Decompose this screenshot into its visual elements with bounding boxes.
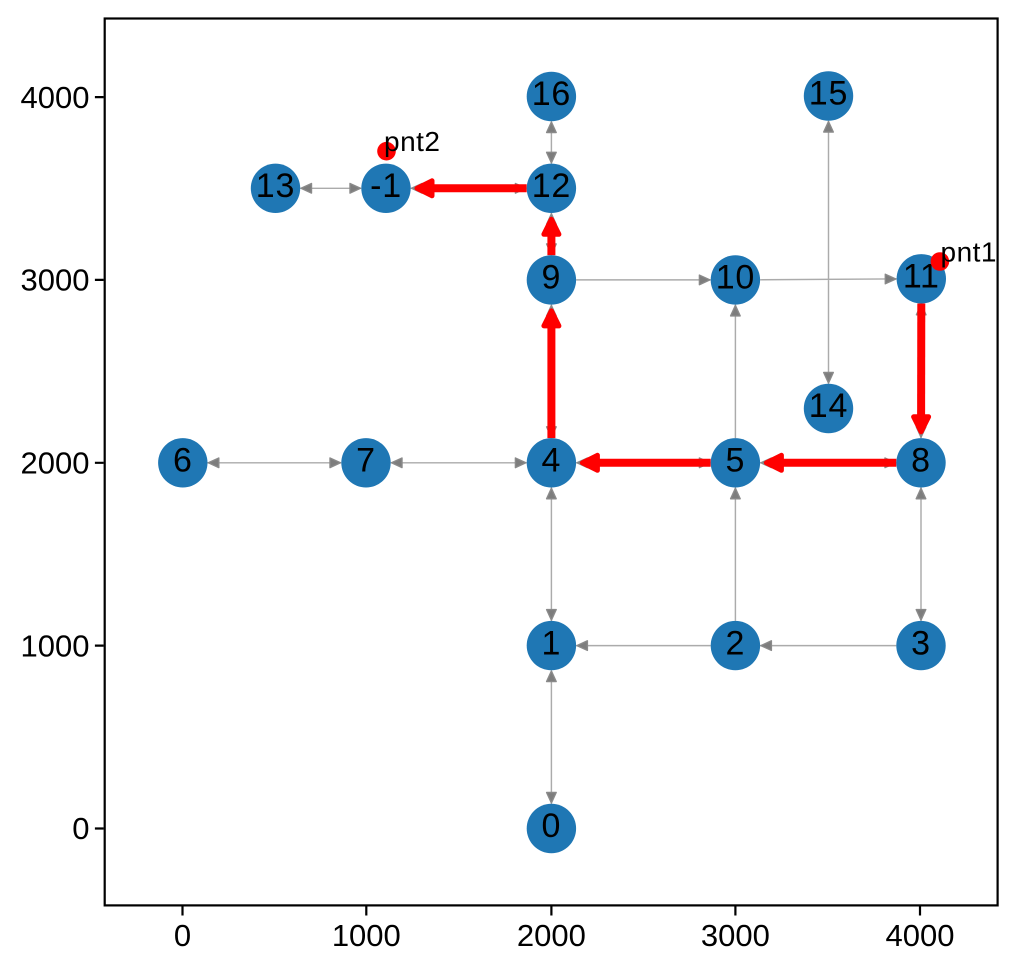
svg-text:10: 10 — [716, 259, 755, 297]
svg-text:15: 15 — [809, 75, 848, 113]
svg-text:5: 5 — [726, 442, 746, 480]
svg-text:8: 8 — [911, 442, 931, 480]
svg-text:3000: 3000 — [701, 918, 770, 953]
svg-text:0: 0 — [542, 807, 562, 845]
svg-text:pnt1: pnt1 — [941, 236, 998, 267]
svg-text:0: 0 — [174, 918, 191, 953]
svg-text:9: 9 — [542, 259, 562, 297]
svg-text:16: 16 — [532, 75, 571, 113]
svg-text:14: 14 — [809, 387, 848, 425]
svg-text:0: 0 — [72, 811, 89, 846]
svg-text:pnt2: pnt2 — [384, 126, 441, 157]
svg-text:4000: 4000 — [886, 918, 955, 953]
svg-text:1000: 1000 — [21, 628, 90, 663]
svg-text:3: 3 — [911, 624, 931, 662]
svg-text:7: 7 — [356, 442, 376, 480]
svg-text:2000: 2000 — [517, 918, 586, 953]
svg-text:3000: 3000 — [21, 263, 90, 298]
svg-text:2: 2 — [726, 624, 746, 662]
svg-text:1: 1 — [542, 624, 562, 662]
svg-text:13: 13 — [256, 167, 295, 205]
svg-text:2000: 2000 — [21, 446, 90, 481]
svg-text:4: 4 — [542, 442, 562, 480]
svg-text:-1: -1 — [370, 167, 402, 205]
svg-text:4000: 4000 — [21, 80, 90, 115]
svg-text:6: 6 — [173, 442, 193, 480]
svg-text:12: 12 — [532, 167, 571, 205]
svg-text:1000: 1000 — [332, 918, 401, 953]
